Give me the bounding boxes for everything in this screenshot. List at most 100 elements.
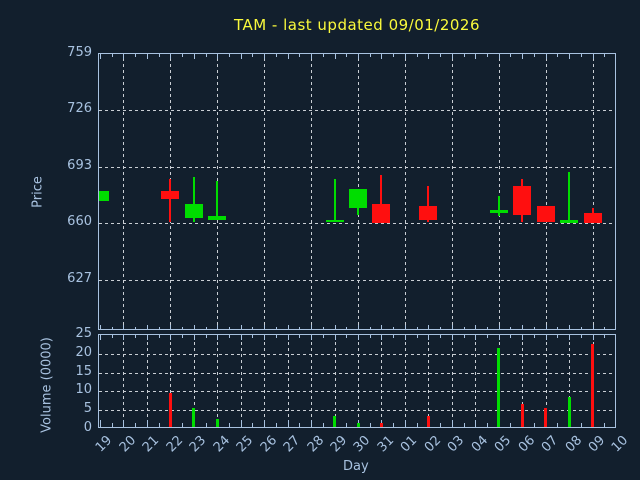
axis-tick [111, 54, 113, 57]
axis-tick [275, 335, 277, 338]
axis-tick [135, 327, 137, 329]
candle-body [536, 206, 555, 222]
axis-tick [393, 335, 395, 338]
axis-tick [158, 423, 160, 427]
axis-tick [369, 54, 371, 57]
axis-tick [240, 335, 242, 340]
axis-tick [193, 325, 195, 329]
price-tick-label: 627 [67, 270, 92, 286]
axis-tick [533, 327, 535, 329]
axis-tick [229, 54, 230, 57]
axis-tick [404, 325, 406, 329]
axis-tick [135, 423, 137, 427]
axis-tick [100, 420, 101, 427]
candle-body [99, 190, 109, 202]
axis-tick [287, 54, 289, 59]
axis-tick [451, 325, 453, 329]
axis-tick [569, 335, 571, 340]
candle-wick [427, 185, 430, 222]
x-tick-label: 29 [327, 433, 351, 456]
x-tick-label: 02 [421, 433, 444, 456]
axis-tick [557, 54, 559, 57]
axis-tick [111, 327, 113, 329]
axis-tick [369, 423, 371, 427]
candle-body [583, 213, 602, 224]
price-chart-panel [98, 53, 616, 330]
candle-body [349, 189, 367, 208]
axis-tick [404, 54, 406, 59]
volume-bar [567, 396, 571, 427]
axis-tick [311, 335, 313, 340]
x-tick-label: 06 [515, 433, 538, 456]
candle-wick [216, 180, 219, 220]
axis-tick [545, 325, 547, 329]
price-grid-line [498, 54, 500, 329]
axis-tick [404, 335, 406, 340]
price-grid-line [123, 54, 125, 329]
axis-tick [580, 335, 582, 338]
volume-tick-label: 25 [75, 326, 92, 341]
volume-grid-line [451, 335, 453, 427]
axis-tick [604, 423, 606, 427]
axis-tick [487, 327, 488, 329]
axis-tick [580, 54, 582, 57]
axis-tick [369, 335, 371, 338]
axis-tick [311, 54, 313, 59]
volume-grid-line [475, 335, 477, 427]
axis-tick [592, 54, 594, 59]
candle-wick [333, 178, 336, 222]
volume-grid-line [193, 335, 195, 427]
axis-tick [369, 327, 371, 329]
axis-tick [416, 335, 418, 338]
axis-tick [252, 327, 254, 329]
candle-wick [169, 178, 172, 222]
axis-tick [100, 54, 101, 59]
axis-tick [451, 54, 453, 59]
axis-tick [510, 335, 512, 338]
axis-tick [381, 335, 383, 340]
volume-grid-line [311, 335, 313, 427]
volume-grid-line [545, 335, 547, 427]
axis-tick [346, 335, 348, 338]
axis-tick [111, 423, 113, 427]
volume-chart-panel [98, 334, 616, 428]
axis-tick [252, 335, 254, 338]
volume-grid-line [569, 335, 571, 427]
axis-tick [358, 54, 359, 59]
axis-tick [522, 325, 524, 329]
candle-body [419, 206, 438, 220]
axis-tick [100, 325, 101, 329]
candle-body [489, 209, 508, 213]
axis-tick [475, 54, 477, 59]
axis-tick [217, 325, 219, 329]
chart-title: TAM - last updated 09/01/2026 [233, 16, 481, 34]
axis-tick [346, 54, 348, 57]
axis-tick [533, 54, 535, 57]
x-tick-label: 08 [562, 433, 585, 456]
axis-tick [322, 335, 324, 338]
axis-tick [182, 54, 184, 57]
axis-tick [217, 54, 219, 59]
candle-wick [497, 195, 500, 217]
axis-tick [170, 325, 172, 329]
axis-tick [229, 423, 230, 427]
x-tick-label: 30 [351, 433, 374, 456]
axis-tick [334, 325, 336, 329]
axis-tick [604, 327, 606, 329]
axis-tick [416, 423, 418, 427]
axis-tick [158, 327, 160, 329]
axis-tick [299, 327, 301, 329]
price-grid-line [99, 166, 615, 168]
axis-tick [510, 423, 512, 427]
price-grid-line [451, 54, 453, 329]
x-tick-label: 19 [93, 433, 116, 456]
x-tick-label: 10 [609, 433, 632, 456]
axis-tick [393, 327, 395, 329]
axis-tick [111, 335, 113, 338]
axis-tick [510, 54, 512, 57]
axis-tick [287, 420, 289, 427]
axis-tick [346, 423, 348, 427]
axis-tick [346, 327, 348, 329]
x-tick-label: 22 [163, 433, 186, 456]
axis-tick [240, 325, 242, 329]
